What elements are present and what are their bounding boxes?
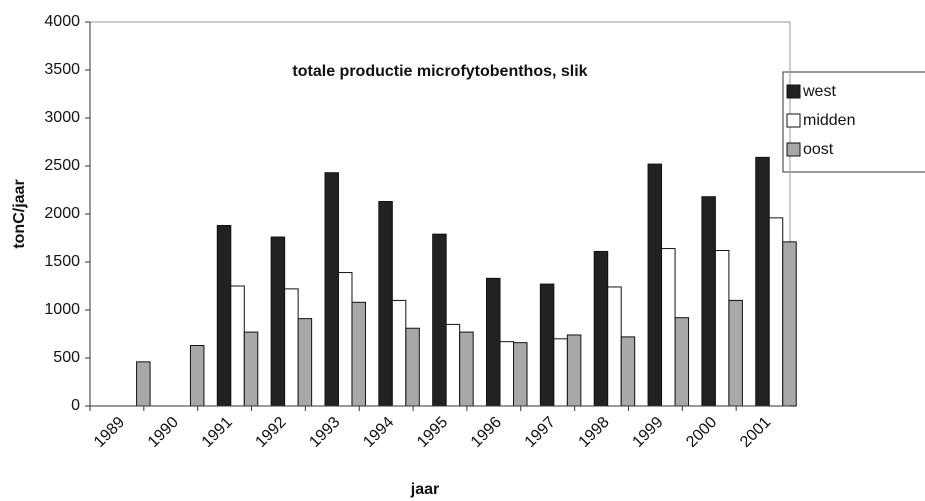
bar [459,331,474,407]
chart-title: totale productie microfytobenthos, slik [292,63,587,80]
bar [432,233,447,407]
y-tick-label: 1500 [44,253,80,270]
y-tick-label: 3500 [44,61,80,78]
y-tick-label: 2500 [44,157,80,174]
bar [351,301,366,407]
bar [378,201,393,407]
legend-label: midden [803,112,855,129]
bar [661,248,676,407]
bar [243,331,259,407]
y-tick-label: 3000 [44,109,80,126]
y-tick-label: 4000 [44,13,80,30]
bar [499,341,515,407]
x-tick-label: 1989 [91,414,128,451]
bar [593,250,609,407]
x-tick-label: 1993 [306,414,343,451]
bar [284,288,299,407]
bar [405,327,420,407]
x-tick-label: 1991 [199,414,236,451]
bar [620,336,636,407]
y-tick-label: 500 [53,349,80,366]
y-axis-title: tonC/jaar [11,179,28,248]
x-tick-label: 1994 [360,414,397,451]
legend-swatch [786,84,801,99]
bar [230,285,245,407]
bar [566,334,582,407]
bar [324,172,339,407]
bar [337,272,353,407]
bar [136,361,151,407]
legend-label: west [802,83,836,100]
bar [391,299,407,407]
x-tick-label: 1998 [576,414,613,451]
x-tick-label: 1995 [414,414,451,451]
y-tick-label: 0 [71,397,80,414]
y-tick-label: 1000 [44,301,80,318]
bar [539,283,555,407]
bar [216,225,232,407]
y-tick-label: 2000 [44,205,80,222]
legend-swatch [786,113,801,128]
bar [513,342,528,407]
bar [728,299,743,407]
x-tick-label: 1996 [468,414,505,451]
x-tick-label: 1992 [252,414,289,451]
legend-label: oost [803,141,834,158]
x-axis-title: jaar [410,481,439,498]
bar [755,156,770,407]
bar [553,338,568,407]
bar [607,286,622,407]
bar [270,236,286,407]
bar [647,163,663,407]
x-tick-label: 1990 [145,414,182,451]
bar [445,323,461,407]
x-tick-label: 1999 [629,414,666,451]
x-tick-label: 1997 [522,414,559,451]
bar [768,217,784,407]
x-tick-label: 2000 [683,414,720,451]
bar [701,196,716,407]
bar [674,317,690,407]
legend-swatch [786,142,801,157]
bar [714,249,730,407]
bar [782,241,797,407]
bar [189,345,205,407]
bar [297,318,313,407]
bar [486,277,501,407]
x-tick-label: 2001 [737,414,774,451]
legend-frame [782,71,925,173]
